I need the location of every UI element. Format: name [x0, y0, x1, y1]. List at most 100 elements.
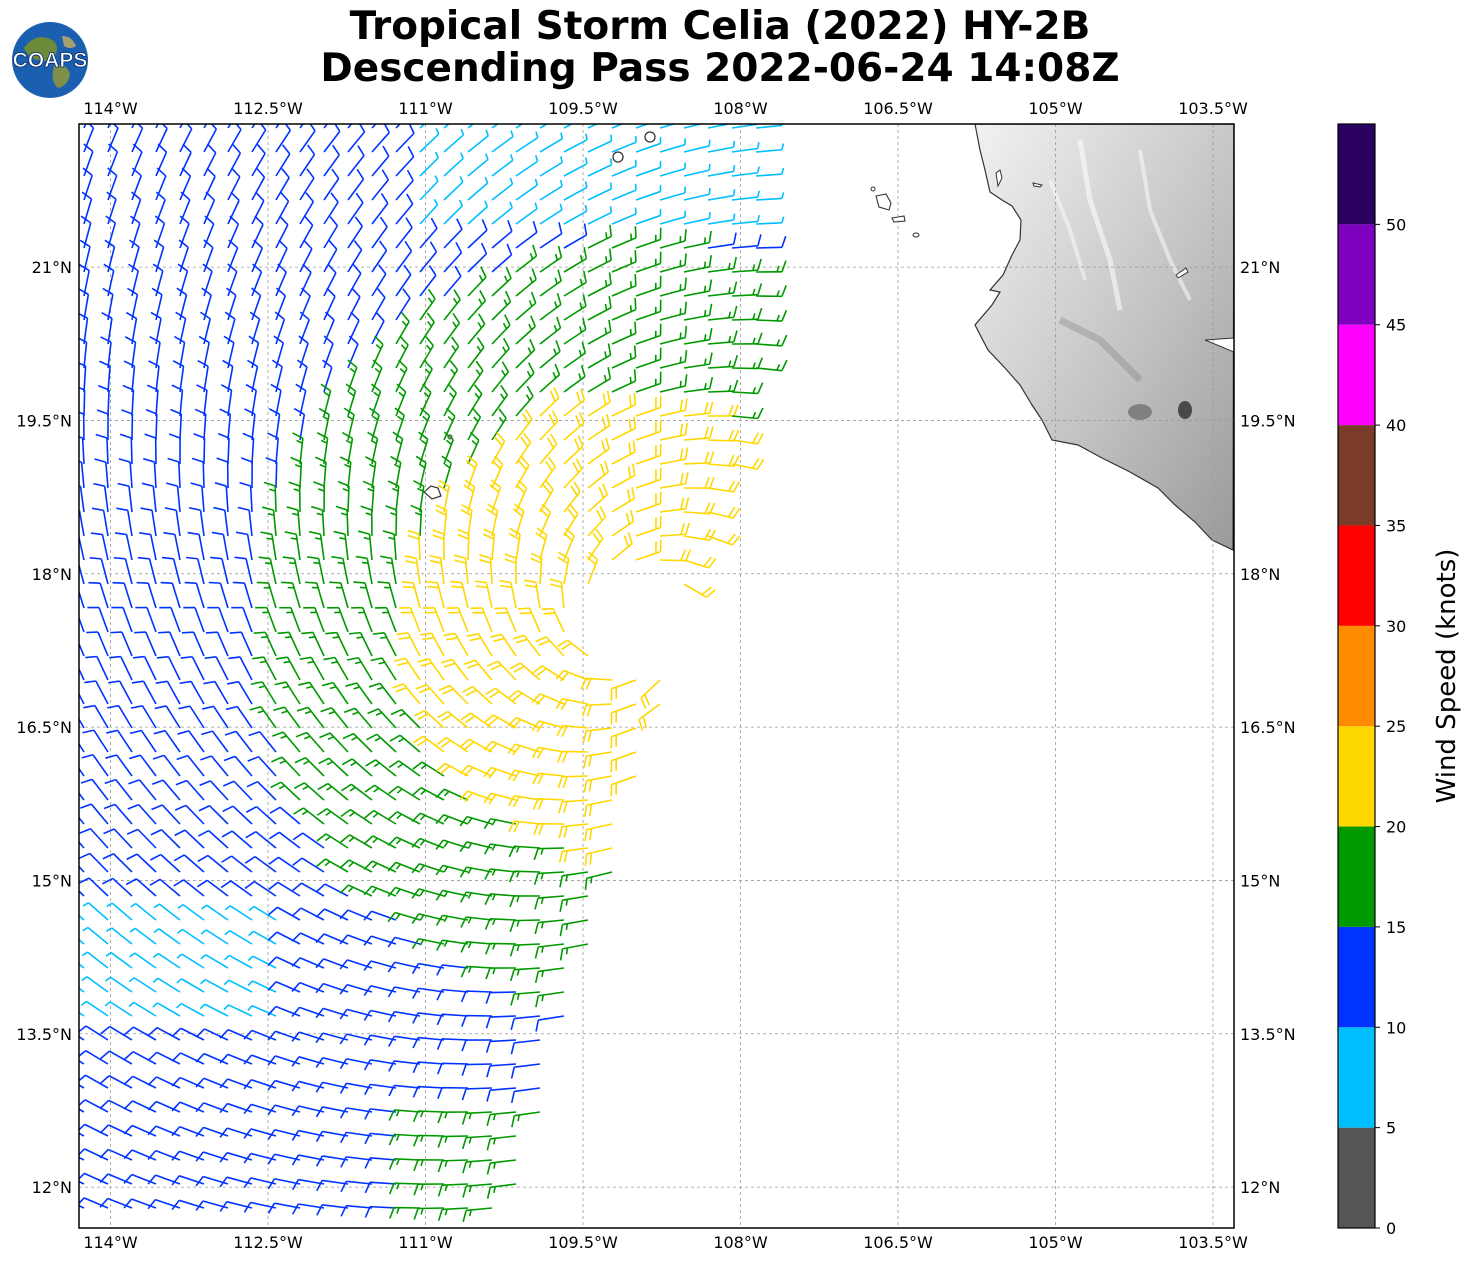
- wind-barb: [99, 1050, 133, 1065]
- wind-barb: [333, 530, 349, 561]
- wind-barb: [491, 124, 500, 129]
- wind-barb: [79, 411, 85, 441]
- wind-barb: [584, 799, 613, 817]
- wind-barb: [242, 432, 255, 465]
- wind-barb: [530, 552, 543, 585]
- wind-barb: [79, 312, 89, 345]
- wind-barb: [563, 504, 579, 537]
- wind-barb: [347, 124, 366, 153]
- wind-barb: [321, 681, 349, 705]
- wind-barb: [79, 1204, 85, 1209]
- wind-barb: [150, 853, 181, 873]
- wind-barb: [491, 408, 507, 441]
- wind-barb: [96, 409, 109, 441]
- wind-barb: [88, 581, 109, 609]
- wind-barb: [515, 155, 539, 177]
- wind-barb: [539, 363, 561, 393]
- wind-barb: [491, 177, 514, 201]
- wind-barb: [659, 374, 688, 393]
- wind-barb: [166, 482, 181, 513]
- wind-barb: [132, 655, 157, 681]
- wind-barb: [482, 528, 496, 561]
- wind-barb: [587, 248, 612, 273]
- wind-barb: [268, 408, 281, 441]
- wind-barb: [635, 539, 662, 561]
- wind-barb: [474, 580, 493, 609]
- wind-barb: [563, 157, 588, 177]
- wind-barb: [347, 168, 365, 201]
- wind-barb: [683, 230, 712, 249]
- wind-barb: [583, 751, 613, 768]
- wind-barb: [534, 943, 565, 959]
- wind-barb: [437, 1183, 469, 1197]
- land-terrain: [423, 124, 1234, 551]
- wind-barb: [611, 183, 637, 201]
- wind-barb: [412, 1085, 445, 1098]
- wind-barb: [150, 829, 181, 849]
- wind-barb: [364, 809, 397, 825]
- wind-barb: [79, 460, 85, 489]
- wind-barb: [635, 124, 650, 129]
- wind-barb: [299, 144, 316, 177]
- wind-barb: [103, 803, 133, 825]
- wind-barb: [315, 1130, 349, 1142]
- wind-barb: [106, 191, 117, 225]
- wind-barb: [443, 265, 462, 297]
- colorbar-bin: [1338, 425, 1375, 526]
- wind-barb: [251, 239, 264, 273]
- wind-barb: [515, 479, 528, 513]
- wind-barb: [443, 431, 454, 465]
- wind-barb: [244, 408, 256, 441]
- wind-barb: [346, 656, 373, 681]
- wind-barb: [563, 247, 588, 273]
- wind-barb: [460, 712, 493, 729]
- colorbar-label: Wind Speed (knots): [1432, 549, 1462, 804]
- wind-barb: [461, 1135, 493, 1150]
- wind-barb: [515, 124, 524, 129]
- wind-barb: [539, 156, 563, 177]
- wind-barb: [203, 143, 217, 177]
- wind-barb: [222, 359, 234, 393]
- wind-barb: [587, 367, 612, 393]
- wind-barb: [587, 224, 613, 249]
- wind-barb: [412, 1110, 445, 1123]
- wind-barb: [355, 555, 373, 585]
- wind-barb: [222, 805, 253, 825]
- wind-barb: [101, 311, 113, 345]
- wind-barb: [316, 432, 329, 465]
- wind-barb: [202, 263, 213, 297]
- wind-barb: [385, 505, 398, 537]
- wind-barb: [181, 631, 205, 657]
- wind-barb: [227, 167, 241, 201]
- wind-barb: [191, 457, 205, 489]
- wind-barb: [171, 1199, 205, 1211]
- wind-barb: [79, 1148, 109, 1161]
- wind-barb: [274, 311, 286, 345]
- wind-barb: [635, 251, 662, 273]
- wind-barb: [243, 1103, 277, 1115]
- wind-barb: [659, 162, 687, 177]
- wind-barb: [247, 980, 277, 993]
- wind-barb: [357, 530, 373, 561]
- wind-barb: [347, 192, 364, 225]
- wind-barb: [419, 217, 438, 249]
- wind-barb: [82, 167, 93, 201]
- wind-barb: [200, 929, 229, 945]
- wind-barb: [395, 312, 410, 345]
- wind-barb: [422, 606, 445, 633]
- wind-barb: [118, 458, 133, 489]
- wind-barb: [437, 1135, 469, 1148]
- wind-barb: [267, 432, 279, 465]
- wind-barb: [288, 481, 301, 513]
- title-line-1: Tropical Storm Celia (2022) HY-2B: [349, 4, 1091, 49]
- wind-barb: [638, 703, 661, 731]
- wind-barb: [395, 193, 414, 225]
- wind-barb: [79, 792, 85, 801]
- wind-barb: [419, 407, 431, 441]
- wind-barb: [467, 337, 485, 369]
- wind-barb: [323, 287, 336, 321]
- wind-barb: [83, 704, 109, 729]
- wind-barb: [196, 879, 229, 897]
- wind-barb: [635, 275, 662, 297]
- wind-barb: [659, 447, 689, 465]
